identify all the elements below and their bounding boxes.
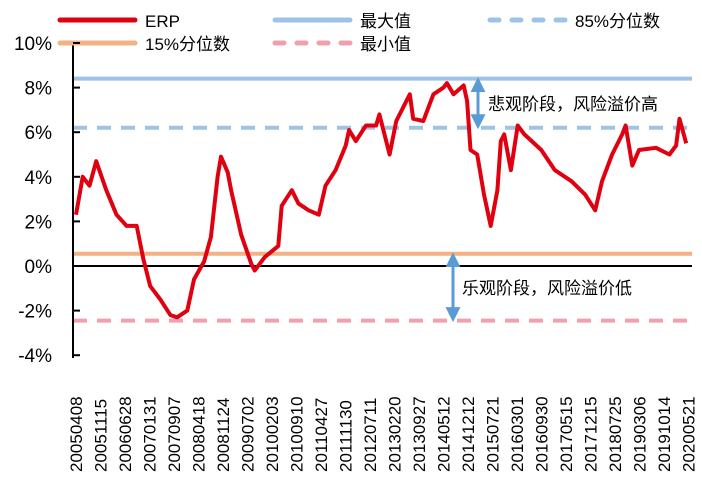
legend-label: 最小值 (360, 35, 411, 54)
annotation-text: 乐观阶段，风险溢价低 (462, 279, 632, 298)
x-tick-label: 20120711 (361, 398, 380, 472)
x-tick-label: 20191014 (655, 396, 674, 472)
x-tick-label: 20051115 (92, 399, 111, 472)
y-tick-label: 6% (25, 123, 53, 144)
y-tick-label: 10% (14, 34, 52, 55)
x-tick-label: 20130927 (410, 396, 429, 472)
x-tick-label: 20160301 (508, 396, 527, 472)
x-tick-label: 20070907 (165, 396, 184, 472)
y-tick-label: 2% (25, 212, 53, 233)
annotation-bg (460, 276, 650, 301)
x-tick-label: 20110427 (312, 398, 331, 472)
x-tick-label: 20070131 (141, 396, 160, 472)
y-tick-label: 4% (25, 168, 53, 189)
legend-label: 15%分位数 (145, 35, 230, 54)
y-tick-label: 8% (25, 79, 53, 100)
x-tick-label: 20150721 (484, 396, 503, 472)
x-tick-label: 20100203 (263, 396, 282, 472)
x-tick-label: 20130220 (386, 396, 405, 472)
series-line-erp (74, 81, 689, 320)
x-tick-label: 20140512 (435, 396, 454, 472)
y-tick-label: -2% (18, 302, 52, 323)
x-tick-label: 20111130 (337, 400, 356, 472)
x-tick-label: 20141212 (459, 396, 478, 472)
x-tick-label: 20171215 (582, 396, 601, 472)
x-tick-label: 20080418 (190, 396, 209, 472)
x-tick-label: 20050408 (67, 396, 86, 472)
y-tick-label: 0% (25, 257, 53, 278)
x-tick-label: 20170515 (557, 396, 576, 472)
legend-label: 85%分位数 (575, 12, 660, 31)
x-tick-label: 20190306 (631, 396, 650, 472)
annotation-bg (486, 92, 676, 117)
x-tick-label: 20060628 (116, 396, 135, 472)
annotation-text: 悲观阶段，风险溢价高 (488, 95, 658, 114)
x-tick-label: 20090702 (239, 396, 258, 472)
legend-label: ERP (145, 12, 180, 31)
legend-label: 最大值 (360, 12, 411, 31)
y-tick-label: -4% (18, 346, 52, 367)
x-tick-label: 20200521 (680, 396, 699, 472)
x-tick-label: 20180725 (606, 396, 625, 472)
x-tick-label: 20100910 (288, 396, 307, 472)
x-tick-label: 20081124 (214, 398, 233, 472)
x-tick-label: 20160930 (533, 396, 552, 472)
